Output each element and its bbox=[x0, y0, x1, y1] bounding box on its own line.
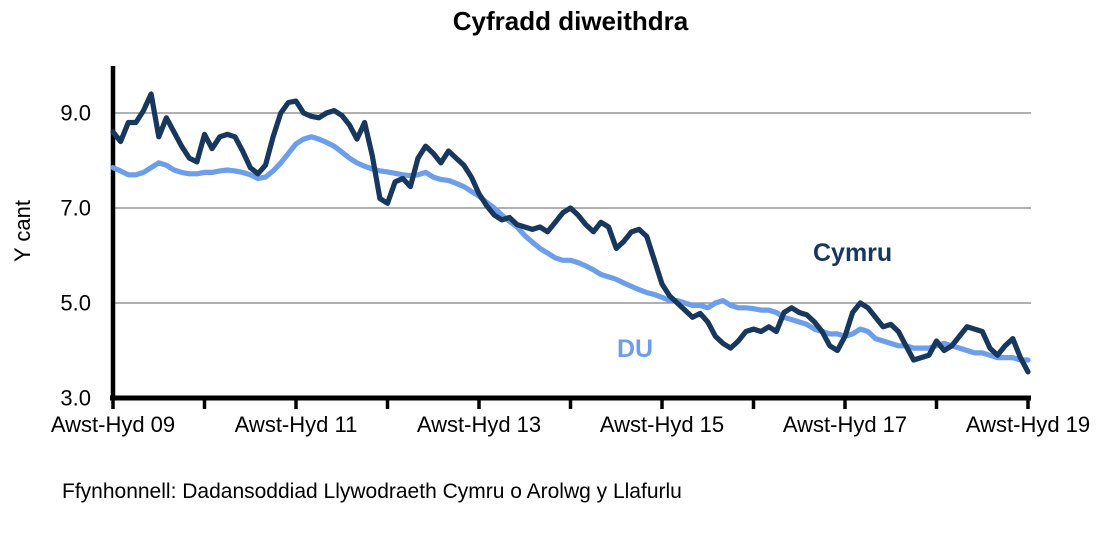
series-line-du bbox=[110, 134, 1031, 363]
y-tick-label-5: 5.0 bbox=[60, 291, 91, 316]
series-label-du: DU bbox=[617, 335, 654, 363]
source-note: Ffynhonnell: Dadansoddiad Llywodraeth Cy… bbox=[62, 480, 682, 503]
x-tick-label-2: Awst-Hyd 11 bbox=[235, 412, 358, 437]
y-tick-label-3: 3.0 bbox=[60, 386, 91, 411]
x-tick-label-1: Awst-Hyd 09 bbox=[51, 412, 175, 437]
y-tick-label-7: 7.0 bbox=[60, 196, 91, 221]
x-tick-label-6: Awst-Hyd 19 bbox=[966, 412, 1090, 437]
series-line-cymru bbox=[110, 91, 1031, 375]
x-tick-label-3: Awst-Hyd 13 bbox=[417, 412, 541, 437]
y-tick-label-9: 9.0 bbox=[60, 101, 91, 126]
x-tick-label-5: Awst-Hyd 17 bbox=[783, 412, 907, 437]
series-label-cymru: Cymru bbox=[813, 239, 893, 267]
chart-title: Cyfradd diweithdra bbox=[452, 6, 689, 36]
x-tick-label-4: Awst-Hyd 15 bbox=[600, 412, 724, 437]
